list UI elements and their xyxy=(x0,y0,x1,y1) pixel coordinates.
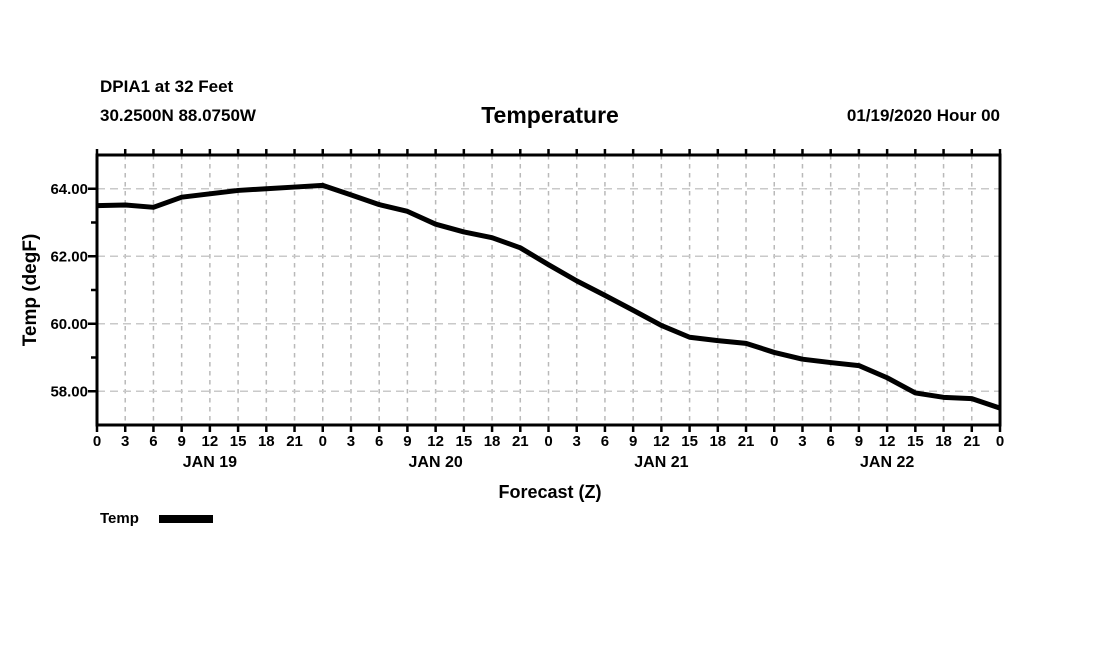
x-tick-label: 9 xyxy=(629,433,637,450)
y-tick-label: 64.00 xyxy=(50,181,88,198)
x-tick-label: 0 xyxy=(544,433,552,450)
legend-line-swatch xyxy=(159,515,213,523)
x-tick-label: 0 xyxy=(93,433,101,450)
legend-series-label: Temp xyxy=(100,510,139,527)
x-tick-label: 12 xyxy=(879,433,896,450)
x-tick-label: 21 xyxy=(512,433,529,450)
x-tick-label: 9 xyxy=(855,433,863,450)
x-tick-label: 3 xyxy=(347,433,355,450)
chart-title: Temperature xyxy=(481,102,619,128)
x-tick-label: 0 xyxy=(996,433,1004,450)
x-tick-label: 6 xyxy=(827,433,835,450)
day-label: JAN 19 xyxy=(183,454,237,471)
x-tick-label: 12 xyxy=(427,433,444,450)
x-tick-label: 3 xyxy=(121,433,129,450)
day-label: JAN 22 xyxy=(860,454,914,471)
x-tick-label: 0 xyxy=(319,433,327,450)
x-tick-label: 6 xyxy=(601,433,609,450)
x-tick-label: 9 xyxy=(177,433,185,450)
x-tick-label: 21 xyxy=(963,433,980,450)
x-tick-label: 18 xyxy=(484,433,501,450)
x-tick-label: 21 xyxy=(738,433,755,450)
x-tick-label: 0 xyxy=(770,433,778,450)
coordinates-label: 30.2500N 88.0750W xyxy=(100,106,256,125)
x-tick-label: 3 xyxy=(798,433,806,450)
day-label: JAN 20 xyxy=(409,454,463,471)
y-tick-label: 62.00 xyxy=(50,248,88,265)
x-tick-label: 15 xyxy=(907,433,924,450)
x-tick-label: 9 xyxy=(403,433,411,450)
x-axis-label: Forecast (Z) xyxy=(498,482,602,502)
x-tick-label: 15 xyxy=(456,433,473,450)
x-tick-label: 3 xyxy=(573,433,581,450)
x-tick-label: 6 xyxy=(149,433,157,450)
x-tick-label: 18 xyxy=(258,433,275,450)
x-tick-label: 21 xyxy=(286,433,303,450)
x-tick-label: 12 xyxy=(653,433,670,450)
x-tick-label: 12 xyxy=(202,433,219,450)
y-tick-label: 58.00 xyxy=(50,383,88,400)
x-tick-label: 18 xyxy=(935,433,952,450)
temperature-line xyxy=(96,182,1001,411)
x-tick-label: 6 xyxy=(375,433,383,450)
station-label: DPIA1 at 32 Feet xyxy=(100,77,234,96)
y-axis-label: Temp (degF) xyxy=(20,233,41,347)
day-label: JAN 21 xyxy=(634,454,688,471)
x-tick-label: 15 xyxy=(681,433,698,450)
y-tick-label: 60.00 xyxy=(50,316,88,333)
init-time-label: 01/19/2020 Hour 00 xyxy=(846,106,1000,125)
x-tick-label: 15 xyxy=(230,433,247,450)
x-tick-label: 18 xyxy=(709,433,726,450)
